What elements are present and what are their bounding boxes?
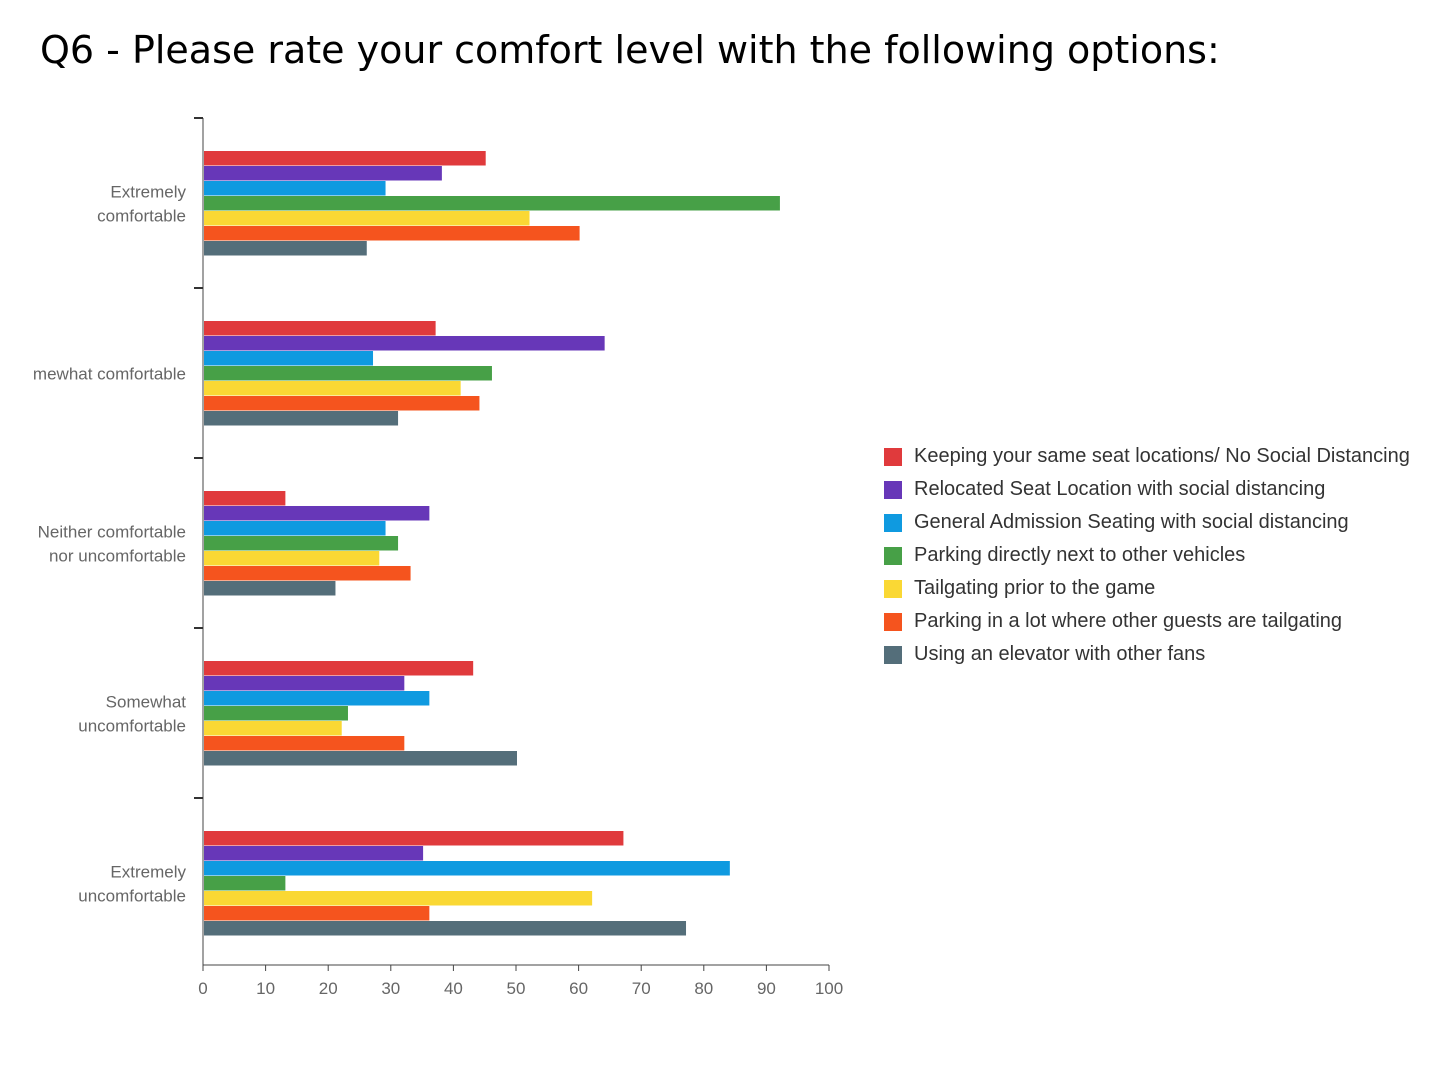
x-tick-label: 0 (198, 979, 207, 998)
bar (204, 691, 430, 706)
bar (204, 831, 624, 846)
legend-swatch (884, 480, 902, 499)
bar (204, 876, 286, 891)
bar (204, 661, 474, 676)
bar (204, 521, 386, 536)
category-label: nor uncomfortable (49, 547, 186, 566)
bar (204, 861, 730, 876)
legend-label: Parking directly next to other vehicles (914, 544, 1246, 566)
bar (204, 226, 580, 241)
category-label: uncomfortable (78, 717, 186, 736)
x-tick-label: 30 (381, 979, 400, 998)
bar (204, 581, 336, 596)
bar (204, 506, 430, 521)
x-tick-label: 20 (319, 979, 338, 998)
legend-item: Parking in a lot where other guests are … (884, 605, 1410, 638)
bar (204, 536, 399, 551)
bar (204, 676, 405, 691)
bar (204, 166, 442, 181)
x-tick-label: 40 (444, 979, 463, 998)
bar (204, 366, 492, 381)
bar (204, 751, 517, 766)
x-tick-label: 60 (569, 979, 588, 998)
chart-legend: Keeping your same seat locations/ No Soc… (884, 440, 1410, 671)
x-tick-label: 90 (757, 979, 776, 998)
bar (204, 211, 530, 226)
slide-title: Q6 - Please rate your comfort level with… (40, 28, 1220, 72)
bar (204, 706, 348, 721)
category-label: Neither comfortable (38, 523, 186, 542)
bar (204, 396, 480, 411)
x-tick-label: 50 (507, 979, 526, 998)
category-label: comfortable (97, 207, 186, 226)
bar (204, 196, 780, 211)
bar (204, 181, 386, 196)
legend-swatch (884, 546, 902, 565)
legend-swatch (884, 447, 902, 466)
legend-label: Using an elevator with other fans (914, 643, 1206, 665)
bar (204, 491, 286, 506)
bar (204, 906, 430, 921)
legend-item: Using an elevator with other fans (884, 638, 1410, 671)
category-label: Extremely (110, 863, 186, 882)
bar (204, 151, 486, 166)
legend-label: Relocated Seat Location with social dist… (914, 478, 1326, 500)
bar (204, 241, 367, 256)
bar (204, 351, 374, 366)
bar (204, 321, 436, 336)
bar (204, 381, 461, 396)
legend-item: Parking directly next to other vehicles (884, 539, 1410, 572)
category-label: mewhat comfortable (33, 365, 186, 384)
legend-item: Tailgating prior to the game (884, 572, 1410, 605)
legend-item: Relocated Seat Location with social dist… (884, 473, 1410, 506)
legend-swatch (884, 612, 902, 631)
legend-item: Keeping your same seat locations/ No Soc… (884, 440, 1410, 473)
bar (204, 846, 424, 861)
x-tick-label: 100 (815, 979, 843, 998)
bar (204, 336, 605, 351)
category-label: uncomfortable (78, 887, 186, 906)
bar (204, 721, 342, 736)
bar (204, 891, 593, 906)
category-label: Somewhat (106, 693, 187, 712)
legend-swatch (884, 579, 902, 598)
x-tick-label: 10 (256, 979, 275, 998)
legend-label: Keeping your same seat locations/ No Soc… (914, 445, 1410, 467)
x-tick-label: 70 (632, 979, 651, 998)
bar (204, 736, 405, 751)
category-label: Extremely (110, 183, 186, 202)
legend-swatch (884, 645, 902, 664)
legend-label: Tailgating prior to the game (914, 577, 1156, 599)
legend-label: General Admission Seating with social di… (914, 511, 1349, 533)
legend-swatch (884, 513, 902, 532)
legend-item: General Admission Seating with social di… (884, 506, 1410, 539)
bar (204, 566, 411, 581)
bar (204, 551, 380, 566)
bar (204, 411, 399, 426)
bar (204, 921, 687, 936)
legend-label: Parking in a lot where other guests are … (914, 610, 1343, 632)
x-tick-label: 80 (694, 979, 713, 998)
